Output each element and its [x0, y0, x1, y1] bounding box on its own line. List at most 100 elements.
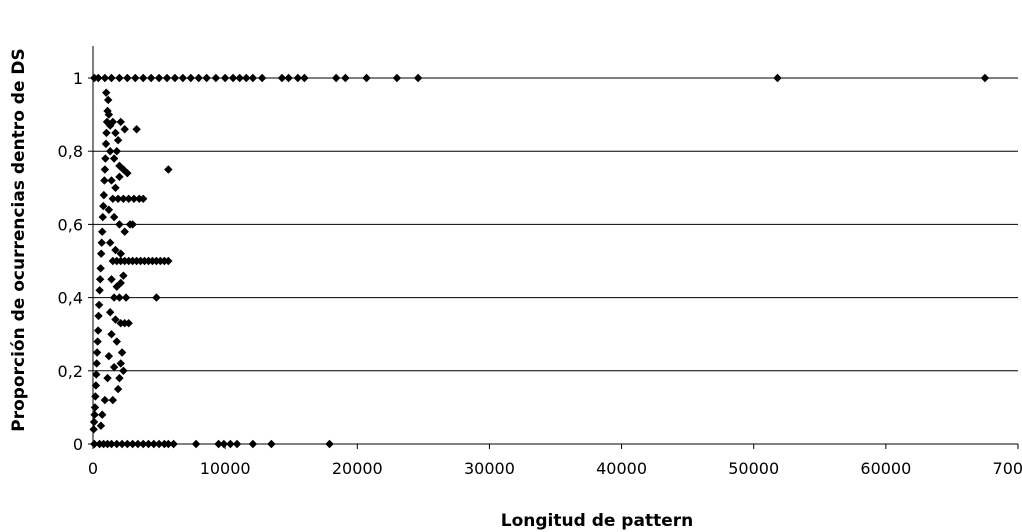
- data-point: [103, 373, 112, 383]
- data-point: [98, 227, 107, 236]
- data-point: [154, 73, 164, 83]
- data-point: [98, 410, 107, 419]
- data-point: [115, 172, 124, 182]
- data-point: [146, 73, 156, 83]
- y-tick-label: 0,2: [58, 362, 83, 381]
- data-point: [96, 264, 105, 273]
- data-point: [113, 384, 123, 394]
- data-point: [102, 128, 111, 138]
- data-point: [107, 176, 116, 185]
- data-point: [128, 220, 137, 229]
- data-point: [149, 439, 158, 449]
- data-point: [128, 439, 137, 449]
- data-point: [123, 73, 132, 83]
- y-tick-label: 1: [73, 69, 83, 88]
- data-point: [95, 275, 105, 284]
- data-point: [93, 337, 102, 346]
- data-point: [112, 337, 121, 346]
- data-point: [92, 348, 102, 357]
- data-point: [123, 168, 132, 178]
- data-point: [178, 73, 188, 83]
- x-tick-label: 60000: [860, 459, 911, 478]
- data-point: [113, 136, 123, 145]
- data-point: [101, 154, 110, 163]
- data-point: [100, 395, 110, 405]
- data-points: [89, 73, 990, 449]
- data-point: [219, 439, 229, 449]
- data-point: [100, 165, 110, 174]
- data-point: [92, 359, 101, 368]
- data-point: [277, 73, 287, 83]
- data-point: [133, 439, 143, 449]
- data-point: [102, 117, 112, 127]
- data-point: [170, 73, 180, 83]
- data-point: [90, 439, 99, 449]
- data-point: [164, 439, 173, 449]
- data-point: [341, 73, 350, 83]
- data-point: [284, 73, 293, 83]
- data-point: [123, 439, 132, 449]
- data-point: [248, 73, 258, 83]
- data-point: [96, 421, 106, 430]
- data-point: [108, 395, 118, 405]
- data-point: [120, 125, 129, 134]
- x-tick-label: 10000: [200, 459, 251, 478]
- data-point: [191, 439, 201, 449]
- data-point: [108, 117, 118, 127]
- data-point: [117, 348, 127, 357]
- data-point: [164, 256, 173, 266]
- data-point: [89, 417, 99, 427]
- data-point: [267, 439, 276, 449]
- data-point: [124, 319, 133, 328]
- data-point: [116, 359, 125, 368]
- data-point: [139, 194, 148, 203]
- data-point: [115, 161, 124, 171]
- data-point: [104, 205, 114, 214]
- data-point: [104, 110, 114, 119]
- data-point: [773, 73, 782, 83]
- data-point: [103, 106, 112, 116]
- data-point: [105, 121, 115, 130]
- data-point: [94, 311, 103, 321]
- data-point: [132, 125, 141, 134]
- data-point: [92, 370, 101, 379]
- data-point: [103, 95, 113, 105]
- x-tick-label: 40000: [596, 459, 647, 478]
- data-point: [116, 278, 125, 288]
- data-point: [119, 271, 128, 280]
- data-point: [116, 249, 125, 258]
- data-point: [119, 165, 128, 174]
- x-tick-labels: 0 10000 20000 30000 40000 50000 60000 70000: [88, 444, 1022, 478]
- data-point: [228, 73, 238, 83]
- data-point: [94, 73, 103, 83]
- data-point: [111, 183, 120, 192]
- data-point: [235, 73, 244, 83]
- data-point: [220, 73, 230, 83]
- data-point: [105, 238, 115, 247]
- data-point: [152, 293, 161, 302]
- x-tick-label: 30000: [464, 459, 515, 478]
- axes: [92, 46, 1018, 445]
- data-point: [194, 73, 203, 83]
- data-point: [162, 73, 172, 83]
- data-point: [202, 73, 211, 83]
- data-point: [214, 439, 223, 449]
- y-tick-label: 0,4: [58, 289, 83, 308]
- data-point: [111, 245, 120, 255]
- data-point: [91, 392, 100, 401]
- data-point: [99, 201, 108, 211]
- data-point: [115, 373, 124, 383]
- data-point: [109, 362, 119, 372]
- data-point: [325, 439, 334, 449]
- x-tick-label: 50000: [728, 459, 779, 478]
- data-point: [124, 194, 133, 203]
- data-point: [115, 73, 124, 83]
- y-tick-label: 0,8: [58, 142, 83, 161]
- data-point: [120, 227, 129, 236]
- data-point: [112, 147, 121, 156]
- data-point: [300, 73, 309, 83]
- data-point: [362, 73, 371, 83]
- data-point: [109, 154, 119, 163]
- data-point: [97, 238, 106, 247]
